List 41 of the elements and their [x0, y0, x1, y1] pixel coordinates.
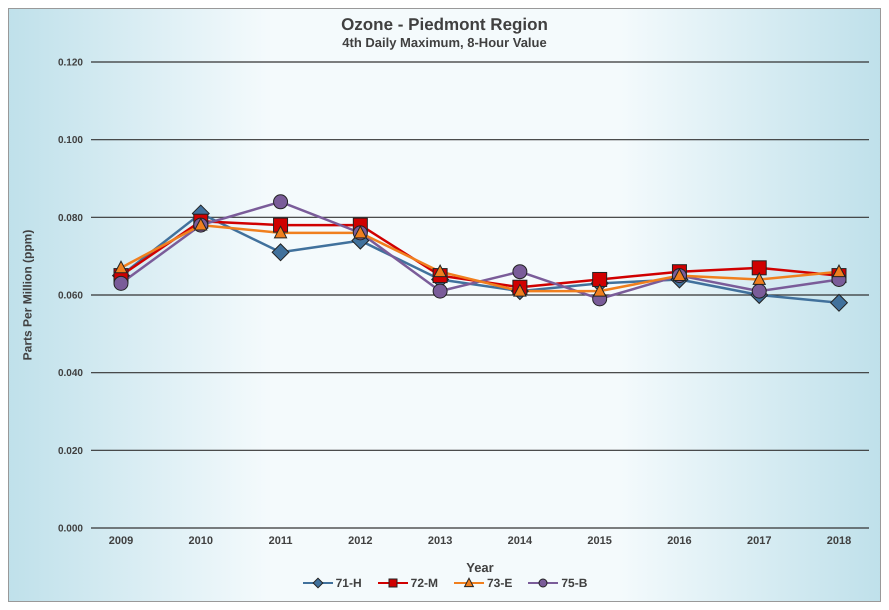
y-tick-label: 0.060	[58, 290, 84, 302]
point	[752, 272, 766, 285]
x-tick-label: 2015	[587, 534, 612, 547]
point	[434, 264, 447, 278]
y-tick-label: 0.080	[58, 212, 84, 224]
point	[114, 276, 128, 291]
chart-subtitle: 4th Daily Maximum, 8-Hour Value	[341, 35, 548, 50]
chart-title: Ozone - Piedmont Region	[340, 15, 549, 35]
x-tick-label: 2012	[348, 534, 373, 547]
y-tick-label: 0.040	[58, 368, 84, 380]
point	[830, 294, 848, 312]
x-tick-label: 2009	[108, 534, 134, 547]
y-tick-label: 0.100	[58, 135, 84, 146]
legend-label: 73-E	[486, 576, 512, 590]
x-tick-label: 2013	[428, 534, 452, 547]
point	[592, 272, 608, 287]
x-tick-label: 2010	[188, 534, 214, 547]
legend-label: 75-B	[560, 576, 588, 590]
y-tick-label: 0.000	[58, 524, 84, 535]
point	[752, 284, 767, 299]
x-tick-label: 2017	[746, 534, 772, 547]
x-axis-title: Year	[466, 560, 494, 575]
point	[832, 264, 846, 278]
x-tick-label: 2018	[826, 534, 852, 547]
point	[593, 284, 606, 297]
point	[512, 264, 528, 280]
x-tick-label: 2014	[508, 534, 533, 547]
legend-label: 71-H	[334, 576, 362, 590]
point	[273, 194, 288, 210]
point	[513, 284, 526, 297]
y-tick-label: 0.120	[58, 58, 84, 69]
point	[752, 260, 767, 276]
point	[114, 260, 128, 274]
point	[272, 243, 290, 262]
legend-label: 72-M	[410, 576, 438, 590]
y-tick-label: 0.020	[58, 446, 84, 457]
point	[274, 226, 288, 238]
point	[432, 284, 448, 299]
x-tick-label: 2011	[268, 534, 292, 547]
y-axis-title: Parts Per Million (ppm)	[20, 230, 34, 360]
x-tick-label: 2016	[667, 534, 692, 547]
